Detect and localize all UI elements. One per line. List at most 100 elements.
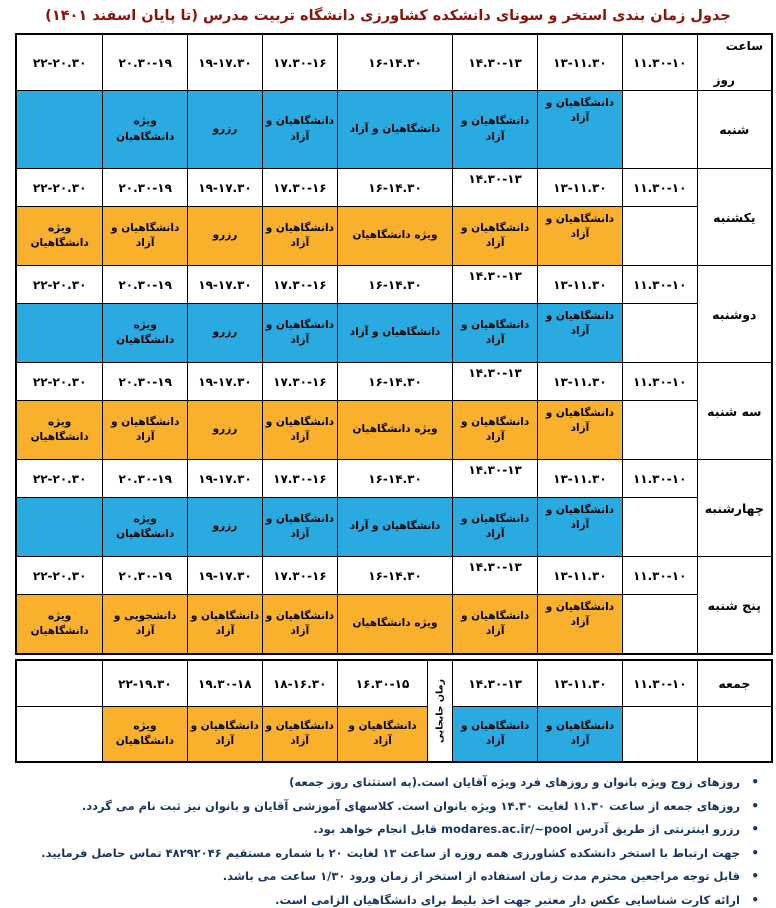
slot-cell [621,706,698,763]
time-cell: ۲۰.۳۰-۱۹ [102,556,189,595]
time-cell: ۱۶-۱۴.۳۰ [336,362,454,401]
slot-cell: ویژه دانشگاهیان [15,400,104,460]
slot-cell: ویژه دانشگاهیان [102,90,189,169]
bullet-icon: • [751,892,759,907]
time-cell: ۲۰.۳۰-۱۹ [102,33,189,91]
day-row-sunday: دانشگاهیان و آزاد دانشگاهیان و آزاد ویژه… [15,206,772,266]
day-cell: پنج شنبه [696,556,773,655]
slot-cell: ویژه دانشگاهیان [336,594,454,655]
time-cell: ۱۹-۱۷.۳۰ [187,556,263,595]
note-item: • ارائه کارت شناسایی عکس دار معتبر جهت اخ… [275,892,759,907]
time-header-row: ساعت روز ۱۱.۳۰-۱۰ ۱۳-۱۱.۳۰ ۱۴.۳۰-۱۳ ۱۶-۱… [15,33,773,91]
time-cell: ۱۹-۱۷.۳۰ [187,459,263,498]
time-cell: ۱۱.۳۰-۱۰ [621,556,698,595]
notes-list: • روزهای زوج ویژه بانوان و روزهای فرد ویژ… [33,775,773,908]
slot-cell: دانشگاهیان و آزاد [186,706,263,763]
time-cell: ۱۹-۱۷.۳۰ [187,362,263,401]
time-cell: ۱۳-۱۱.۳۰ [537,659,623,707]
time-cell: ۲۲-۲۰.۳۰ [15,265,104,304]
time-header-row: یکشنبه ۱۱.۳۰-۱۰ ۱۳-۱۱.۳۰ ۱۴.۳۰-۱۳ ۱۶-۱۴.… [15,168,773,266]
time-cell: ۱۷.۳۰-۱۶ [261,168,338,207]
time-cell: ۱۱.۳۰-۱۰ [621,659,698,707]
time-cell: ۱۴.۳۰-۱۳ [452,556,539,595]
day-row-tuesday: دانشگاهیان و آزاد دانشگاهیان و آزاد ویژه… [15,400,772,460]
day-cell: جمعه [696,659,773,707]
slot-cell: دانشجویی و آزاد [102,594,189,655]
note-item: • رزرو اینترنتی از طریق آدرس modares.ac.i… [313,822,759,837]
time-cell: ۱۴.۳۰-۱۳ [452,459,539,498]
time-cell: ۱۷.۳۰-۱۶ [261,556,338,595]
slot-cell: دانشگاهیان و آزاد [336,497,454,557]
time-cell: ۱۶-۱۴.۳۰ [336,459,454,498]
day-cell: دوشنبه [696,265,773,363]
time-cell: ۱۱.۳۰-۱۰ [621,265,698,304]
slot-cell: دانشگاهیان و آزاد [452,206,539,266]
time-cell: ۱۳-۱۱.۳۰ [537,33,623,91]
slot-cell: ویژه دانشگاهیان [102,706,188,763]
corner-day-label: روز [713,72,735,87]
day-row-friday: دانشگاهیان و آزاد دانشگاهیان و آزاد دانش… [15,706,773,763]
day-row-monday: دانشگاهیان و آزاد دانشگاهیان و آزاد دانش… [15,303,772,363]
slot-cell: دانشگاهیان و آزاد [537,706,623,763]
time-header-row: سه شنبه ۱۱.۳۰-۱۰ ۱۳-۱۱.۳۰ ۱۴.۳۰-۱۳ ۱۶-۱۴… [15,362,773,460]
slot-cell: دانشگاهیان و آزاد [452,497,539,557]
slot-cell [15,90,104,169]
time-cell: ۱۶-۱۴.۳۰ [336,265,454,304]
page-title: جدول زمان بندی استخر و سونای دانشکده کشا… [45,8,731,24]
empty-cell [15,659,103,707]
bullet-icon: • [751,822,759,837]
slot-cell: رزرو [187,497,263,557]
time-cell: ۱۷.۳۰-۱۶ [261,362,338,401]
slot-cell: دانشگاهیان و آزاد [452,594,539,655]
slot-cell [15,706,103,763]
time-cell: ۱۶-۱۴.۳۰ [336,33,454,91]
time-cell: ۲۰.۳۰-۱۹ [102,459,189,498]
time-cell: ۱۱.۳۰-۱۰ [621,362,698,401]
slot-cell: دانشگاهیان و آزاد [537,497,623,557]
schedule-table-friday: جمعه ۱۱.۳۰-۱۰ ۱۳-۱۱.۳۰ ۱۴.۳۰-۱۳ زمان جاب… [15,659,773,763]
slot-cell [621,206,698,266]
time-cell: ۱۸-۱۶.۳۰ [261,659,338,707]
slot-cell [621,497,698,557]
slot-cell [621,303,698,363]
slot-cell: دانشگاهیان و آزاد [452,303,539,363]
slot-cell: رزرو [187,400,263,460]
note-item: • جهت ارتباط با استخر دانشکده کشاورزی همه… [41,845,759,860]
time-cell: ۲۰.۳۰-۱۹ [102,168,189,207]
slot-cell: رزرو [187,90,263,169]
slot-cell: دانشگاهیان و آزاد [537,90,623,169]
slot-cell: دانشگاهیان و آزاد [336,90,454,169]
time-header-row: پنج شنبه ۱۱.۳۰-۱۰ ۱۳-۱۱.۳۰ ۱۴.۳۰-۱۳ ۱۶-۱… [15,556,773,655]
time-cell: ۲۲-۲۰.۳۰ [15,33,104,91]
note-item: • روزهای جمعه از ساعت ۱۱.۳۰ لغایت ۱۴.۳۰ و… [81,798,759,813]
transfer-time-cell: زمان جابجایی [427,659,454,763]
time-cell: ۱۶-۱۴.۳۰ [336,556,454,595]
slot-cell: دانشگاهیان و آزاد [537,303,623,363]
slot-cell: دانشگاهیان و آزاد [452,706,539,763]
time-cell: ۱۳-۱۱.۳۰ [537,459,623,498]
time-cell: ۱۴.۳۰-۱۳ [452,33,539,91]
slot-cell [621,90,698,169]
slot-cell: دانشگاهیان و آزاد [336,706,429,763]
slot-cell: دانشگاهیان و آزاد [336,303,454,363]
day-row-thursday: دانشگاهیان و آزاد دانشگاهیان و آزاد ویژه… [15,594,772,655]
time-cell: ۲۲-۲۰.۳۰ [15,556,104,595]
day-cell: شنبه [696,90,773,169]
slot-cell [15,497,104,557]
time-cell: ۱۱.۳۰-۱۰ [621,459,698,498]
time-header-row-friday: جمعه ۱۱.۳۰-۱۰ ۱۳-۱۱.۳۰ ۱۴.۳۰-۱۳ زمان جاب… [15,659,773,763]
time-header-row: چهارشنبه ۱۱.۳۰-۱۰ ۱۳-۱۱.۳۰ ۱۴.۳۰-۱۳ ۱۶-۱… [15,459,773,557]
time-cell: ۱۴.۳۰-۱۳ [452,659,539,707]
slot-cell: دانشگاهیان و آزاد [537,594,623,655]
slot-cell: ویژه دانشگاهیان [15,206,104,266]
time-cell: ۱۶.۳۰-۱۵ [336,659,429,707]
slot-cell [621,594,698,655]
time-cell: ۱۴.۳۰-۱۳ [452,168,539,207]
slot-cell: دانشگاهیان و آزاد [102,400,189,460]
slot-cell: دانشگاهیان و آزاد [261,497,338,557]
time-cell: ۱۴.۳۰-۱۳ [452,265,539,304]
slot-cell [15,303,104,363]
time-cell: ۱۳-۱۱.۳۰ [537,556,623,595]
time-cell: ۱۹.۳۰-۱۸ [186,659,263,707]
slot-cell: ویژه دانشگاهیان [102,497,189,557]
